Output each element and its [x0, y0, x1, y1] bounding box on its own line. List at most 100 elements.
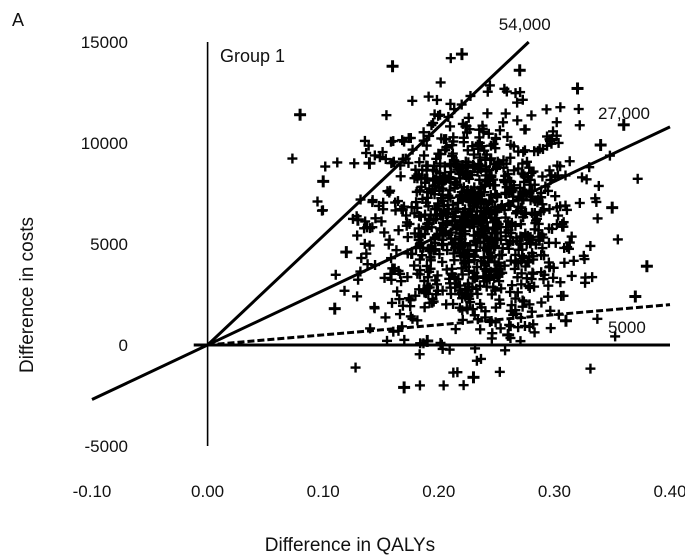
data-point	[517, 158, 528, 169]
data-point	[367, 195, 378, 206]
data-point	[581, 174, 592, 185]
data-point	[419, 150, 430, 161]
data-point	[401, 220, 412, 231]
data-point	[453, 197, 464, 208]
data-point	[428, 215, 439, 226]
data-point	[414, 380, 425, 391]
data-point	[467, 141, 478, 152]
data-point	[510, 220, 521, 231]
data-point	[526, 306, 537, 317]
data-point	[492, 221, 503, 232]
data-point	[539, 250, 550, 261]
data-point	[414, 349, 425, 360]
y-tick-labels: -5000 0 5000 10000 15000	[81, 33, 128, 456]
data-point	[339, 285, 350, 296]
data-point	[559, 314, 572, 327]
data-point	[377, 147, 388, 158]
data-point	[506, 280, 517, 291]
data-point	[353, 274, 364, 285]
data-point	[409, 260, 420, 271]
data-point	[563, 243, 574, 254]
data-point	[471, 198, 482, 209]
data-point	[442, 218, 453, 229]
data-point	[500, 188, 511, 199]
data-point	[380, 154, 391, 165]
data-point	[481, 199, 492, 210]
data-point	[387, 297, 398, 308]
data-point	[559, 257, 570, 268]
threshold-label: 27,000	[598, 104, 650, 123]
data-point	[474, 132, 485, 143]
data-point	[414, 157, 425, 168]
data-point	[574, 198, 585, 209]
threshold-lines	[91, 40, 671, 401]
y-tick-label: 15000	[81, 33, 128, 52]
data-point	[561, 204, 572, 215]
data-point	[499, 260, 510, 271]
data-point	[457, 118, 468, 129]
data-point	[435, 210, 446, 221]
data-point	[385, 268, 396, 279]
data-point	[478, 242, 489, 253]
data-point	[510, 293, 521, 304]
data-point	[414, 231, 425, 242]
x-tick-label: 0.40	[653, 482, 685, 501]
data-point	[516, 268, 527, 279]
data-point	[429, 180, 440, 191]
data-point	[491, 133, 502, 144]
data-point	[574, 120, 585, 131]
data-point	[402, 272, 413, 283]
x-tick-label: 0.00	[191, 482, 224, 501]
data-point	[490, 265, 501, 276]
data-point	[427, 294, 438, 305]
panel-label: A	[12, 10, 24, 30]
data-point	[530, 218, 541, 229]
data-point	[495, 323, 506, 334]
data-point	[506, 228, 517, 239]
data-point	[445, 282, 456, 293]
data-point	[593, 180, 604, 191]
data-point	[477, 123, 488, 134]
data-point	[516, 202, 527, 213]
data-point	[436, 193, 447, 204]
data-point	[479, 276, 490, 287]
data-point	[460, 215, 471, 226]
data-point	[456, 187, 467, 198]
data-point	[463, 112, 474, 123]
data-point	[571, 82, 584, 95]
data-point	[493, 257, 504, 268]
data-point	[576, 172, 587, 183]
data-point	[449, 104, 460, 115]
data-point	[543, 280, 554, 291]
data-point	[463, 291, 474, 302]
data-point	[480, 175, 491, 186]
data-point	[425, 187, 436, 198]
data-point	[525, 238, 536, 249]
data-point	[490, 302, 501, 313]
data-point	[403, 293, 414, 304]
data-point	[509, 263, 520, 274]
data-point	[505, 255, 516, 266]
x-tick-label: 0.10	[307, 482, 340, 501]
data-point	[403, 157, 414, 168]
data-point	[449, 182, 460, 193]
data-point	[482, 108, 493, 119]
data-point	[425, 255, 436, 266]
data-point	[471, 237, 482, 248]
data-point	[440, 170, 451, 181]
data-point	[449, 255, 460, 266]
data-point	[592, 313, 603, 324]
data-point	[497, 267, 508, 278]
data-point	[527, 185, 538, 196]
data-point	[527, 267, 538, 278]
data-point	[476, 194, 487, 205]
data-point	[317, 175, 330, 188]
data-point	[505, 139, 516, 150]
data-point	[505, 321, 516, 332]
data-point	[500, 170, 511, 181]
data-point	[367, 222, 378, 233]
data-point	[528, 251, 539, 262]
data-point	[606, 201, 619, 214]
data-point	[440, 209, 451, 220]
data-point	[506, 300, 517, 311]
